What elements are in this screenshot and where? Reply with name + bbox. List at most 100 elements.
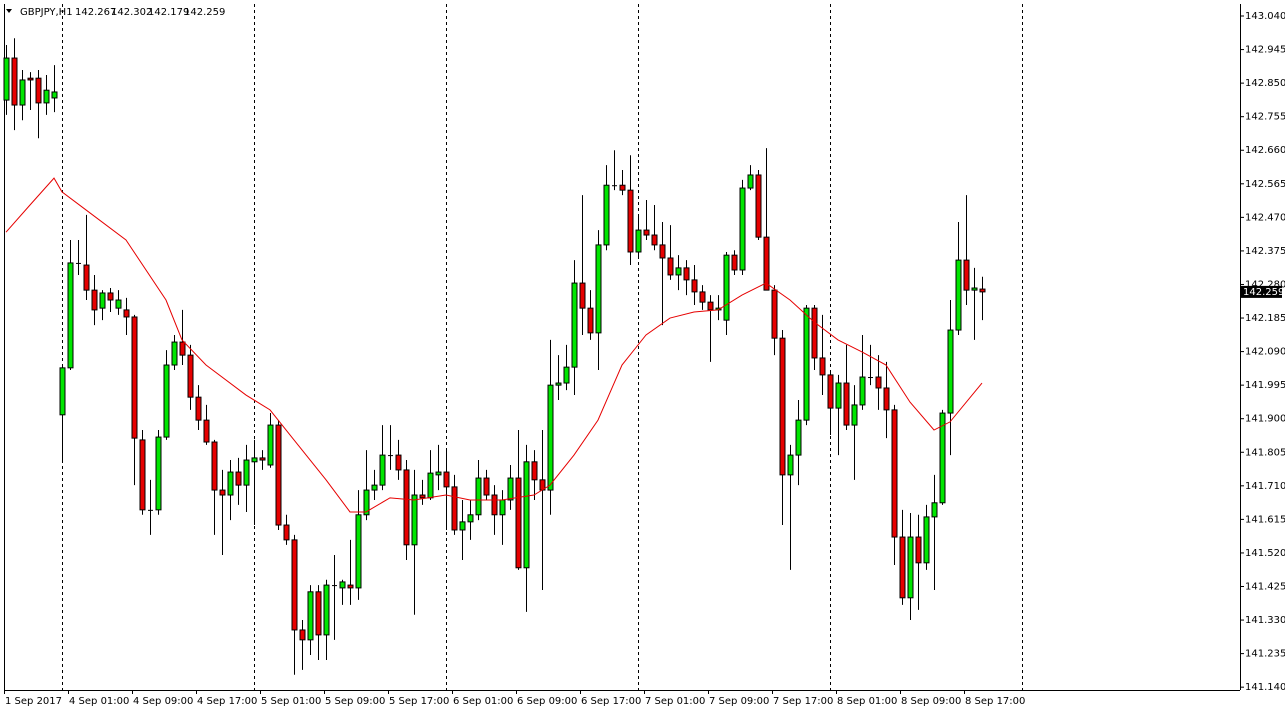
candle-body: [947, 329, 954, 414]
candle-body: [963, 259, 970, 291]
candle-body: [891, 409, 898, 538]
candle-body: [27, 77, 34, 81]
candle-body: [155, 436, 162, 511]
candle-body: [811, 307, 818, 359]
candle-body: [499, 499, 506, 516]
candle-body: [187, 354, 194, 398]
candle-body: [315, 591, 322, 636]
y-tick-label: 141.235: [1245, 649, 1285, 660]
x-tick-label: 4 Sep 09:00: [133, 696, 193, 707]
candle-body: [339, 581, 346, 589]
y-tick-label: 142.375: [1245, 246, 1285, 257]
candle-body: [827, 374, 834, 409]
y-tick-label: 141.330: [1245, 615, 1285, 626]
y-tick-label: 141.425: [1245, 581, 1285, 592]
candle-body: [243, 459, 250, 486]
candle-body: [211, 441, 218, 491]
candle-body: [979, 288, 986, 293]
candle-body: [451, 486, 458, 531]
candle-body: [435, 471, 442, 476]
candle-body: [83, 264, 90, 291]
candle-body: [851, 404, 858, 426]
x-tick-label: 7 Sep 09:00: [709, 696, 769, 707]
candle-body: [3, 57, 10, 101]
last-price-box: [1240, 285, 1282, 298]
x-tick-label: 5 Sep 01:00: [261, 696, 321, 707]
candle-body: [43, 89, 50, 104]
candle-body: [915, 536, 922, 564]
candle-body: [779, 337, 786, 476]
y-tick-label: 142.850: [1245, 78, 1285, 89]
candle-body: [739, 187, 746, 271]
candle-body: [371, 484, 378, 491]
y-tick-label: 142.945: [1245, 45, 1285, 56]
header-low: 142.179: [148, 7, 189, 18]
candle-body: [355, 514, 362, 589]
y-tick-label: 142.090: [1245, 347, 1285, 358]
candle-body: [491, 494, 498, 516]
candle-body: [467, 514, 474, 523]
candle-body: [283, 524, 290, 541]
candle-body: [507, 477, 514, 501]
candle-body: [299, 629, 306, 641]
candle-body: [171, 341, 178, 366]
candle-body: [819, 357, 826, 376]
candle-body: [587, 307, 594, 334]
candle-body: [763, 236, 770, 291]
candle-body: [99, 292, 106, 309]
candle-body: [419, 494, 426, 499]
y-tick-label: 141.995: [1245, 380, 1285, 391]
menu-arrow[interactable]: [6, 9, 12, 13]
candle-body: [875, 376, 882, 389]
x-tick-label: 6 Sep 09:00: [517, 696, 577, 707]
candle-body: [219, 489, 226, 496]
x-tick-label: 1 Sep 2017: [5, 696, 62, 707]
x-tick-label: 8 Sep 09:00: [901, 696, 961, 707]
candle-body: [203, 419, 210, 443]
candle-body: [555, 382, 562, 386]
candle-body: [595, 244, 602, 334]
header-high: 142.302: [111, 7, 152, 18]
candle-body: [59, 367, 66, 416]
candle-body: [523, 461, 530, 569]
candle-body: [931, 502, 938, 518]
moving-average: [5, 177, 983, 513]
x-tick-label: 7 Sep 01:00: [645, 696, 705, 707]
candle-body: [163, 364, 170, 438]
candle-body: [67, 262, 74, 369]
header-open: 142.267: [75, 7, 116, 18]
x-tick-label: 8 Sep 01:00: [837, 696, 897, 707]
candle-body: [403, 469, 410, 546]
candle-body: [11, 57, 18, 106]
y-tick-label: 142.470: [1245, 212, 1285, 223]
y-tick-label: 142.755: [1245, 112, 1285, 123]
candle-body: [707, 301, 714, 311]
candle-body: [363, 489, 370, 516]
candle-body: [635, 229, 642, 253]
candle-body: [691, 279, 698, 293]
candle-body: [123, 309, 130, 318]
candle-body: [971, 287, 978, 291]
x-tick-label: 4 Sep 17:00: [197, 696, 257, 707]
x-tick-label: 7 Sep 17:00: [773, 696, 833, 707]
candle-body: [475, 477, 482, 516]
y-tick-label: 141.710: [1245, 481, 1285, 492]
candle-body: [627, 189, 634, 253]
candle-body: [35, 77, 42, 104]
candle-body: [379, 454, 386, 486]
candle-body: [667, 257, 674, 276]
candle-body: [195, 396, 202, 421]
candle-body: [547, 384, 554, 491]
header-close: 142.259: [184, 7, 225, 18]
candle-body: [131, 316, 138, 439]
candle-body: [843, 382, 850, 426]
candle-body: [795, 419, 802, 456]
candle-body: [859, 376, 866, 406]
x-tick-label: 6 Sep 01:00: [453, 696, 513, 707]
candle-body: [803, 307, 810, 421]
candle-body: [235, 471, 242, 486]
candle-body: [443, 471, 450, 488]
candle-body: [139, 439, 146, 511]
